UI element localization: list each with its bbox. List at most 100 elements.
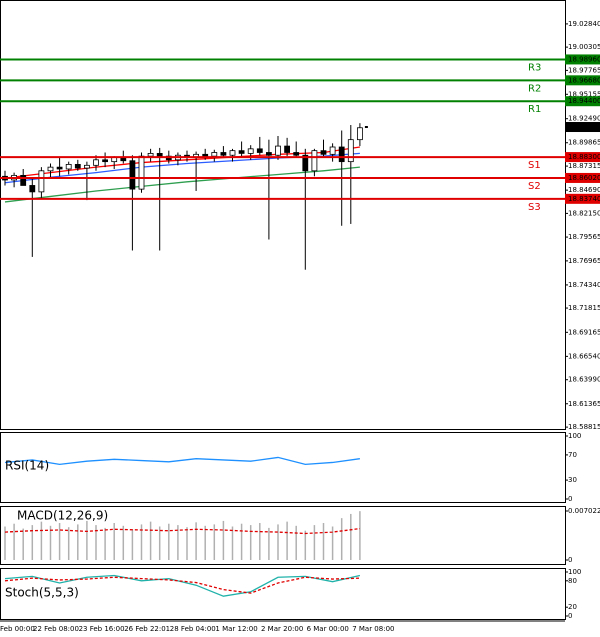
y-tick-label: 18.76965 <box>568 257 600 265</box>
y-tick-label: 18.82150 <box>568 209 600 217</box>
level-name: R2 <box>528 83 541 94</box>
y-tick-label: 18.84690 <box>568 186 600 194</box>
candle-body <box>29 185 36 193</box>
candle-body <box>275 145 281 156</box>
candle-body <box>329 146 336 155</box>
y-tick-label: 19.02840 <box>568 20 600 28</box>
x-tick-label: 22 Feb 08:00 <box>33 625 79 633</box>
y-tick-label: 18.58815 <box>568 423 600 431</box>
y-tick-label: 18.74340 <box>568 281 600 289</box>
y-tick-label: 0.007022 <box>568 507 600 515</box>
indicator-line <box>4 574 361 597</box>
indicator-line <box>4 527 360 535</box>
level-price-box <box>565 193 600 204</box>
x-tick-label: 28 Feb 04:00 <box>170 625 216 633</box>
candle-body <box>202 153 209 157</box>
last-price-label: 18.91582 <box>568 123 600 131</box>
level-name: R1 <box>528 104 541 115</box>
candle-body <box>93 159 99 166</box>
candle-body <box>302 154 309 172</box>
y-tick-label: 0 <box>568 495 572 503</box>
x-tick-label: 26 Feb 22:01 <box>124 625 170 633</box>
candle-body <box>265 152 272 156</box>
y-tick-label: 18.92490 <box>568 115 600 123</box>
candle-body <box>102 159 108 163</box>
indicator-line <box>4 456 360 466</box>
y-tick-label: 18.69165 <box>568 328 600 336</box>
candle-body <box>238 150 245 154</box>
panel-label: RSI(14) <box>5 459 49 473</box>
x-tick-label: Feb 00:00 <box>0 625 35 633</box>
panel-frame <box>0 568 566 620</box>
y-tick-label: 19.00305 <box>568 43 600 51</box>
panel <box>4 574 361 597</box>
level-price-label: 18.94400 <box>568 97 600 105</box>
candle-body <box>211 152 218 157</box>
candle-body <box>284 145 291 153</box>
level-price-label: 18.83740 <box>568 195 600 203</box>
candle-body <box>84 164 90 169</box>
candle-body <box>129 160 136 190</box>
y-tick-label: 18.97765 <box>568 66 600 74</box>
y-tick-label: 18.79565 <box>568 233 600 241</box>
candle-body <box>20 174 27 186</box>
y-tick-label: 100 <box>568 568 581 576</box>
level-name: R3 <box>528 62 541 73</box>
y-tick-label: 100 <box>568 432 581 440</box>
panel-frame <box>0 0 566 430</box>
level-price-box <box>565 172 600 183</box>
candle-body <box>229 150 236 156</box>
level-name: S3 <box>528 202 541 213</box>
x-tick-label: 23 Feb 16:00 <box>79 625 125 633</box>
candle-body <box>65 163 72 170</box>
level-name: S2 <box>528 181 541 192</box>
candle-body <box>38 170 45 193</box>
panel-frame <box>0 506 566 565</box>
y-tick-label: 18.95155 <box>568 90 600 98</box>
y-tick-label: 20 <box>568 603 577 611</box>
candle-body <box>311 150 318 172</box>
candle-body <box>338 146 345 163</box>
candle-body <box>138 155 145 190</box>
x-tick-label: 2 Mar 20:00 <box>261 625 303 633</box>
level-price-box <box>565 54 600 65</box>
candle-body <box>147 153 154 157</box>
y-tick-label: 18.61365 <box>568 400 600 408</box>
candle-body <box>74 163 81 169</box>
panel-label: MACD(12,26,9) <box>17 509 108 523</box>
y-tick-label: 18.87315 <box>568 162 600 170</box>
y-tick-label: 70 <box>568 451 577 459</box>
y-tick-label: 80 <box>568 577 577 585</box>
x-tick-label: 7 Mar 08:00 <box>352 625 394 633</box>
panel-frame <box>0 432 566 503</box>
y-tick-label: 18.63990 <box>568 376 600 384</box>
candle-body <box>293 152 300 156</box>
y-tick-label: 30 <box>568 476 577 484</box>
last-price-box <box>565 122 600 133</box>
candle-body <box>256 148 263 153</box>
x-tick-label: 1 Mar 12:00 <box>215 625 257 633</box>
level-price-label: 18.98960 <box>568 55 600 63</box>
level-name: S1 <box>528 160 541 171</box>
y-tick-label: 18.71815 <box>568 304 600 312</box>
level-price-label: 18.96680 <box>568 76 600 84</box>
x-tick-label: 6 Mar 00:00 <box>307 625 349 633</box>
level-price-label: 18.86020 <box>568 174 600 182</box>
indicator-line <box>4 576 360 594</box>
last-price-marker <box>364 126 368 129</box>
candle-body <box>156 153 163 157</box>
candle-body <box>247 148 254 154</box>
y-tick-label: 0 <box>568 556 572 564</box>
level-price-box <box>565 152 600 163</box>
candle-body <box>320 150 327 155</box>
panel <box>2 123 368 270</box>
y-tick-label: 18.66540 <box>568 352 600 360</box>
candle-body <box>56 166 63 170</box>
indicator-line <box>4 166 360 203</box>
level-price-label: 18.88300 <box>568 153 600 161</box>
candle-body <box>347 139 354 163</box>
candle-body <box>47 166 54 172</box>
